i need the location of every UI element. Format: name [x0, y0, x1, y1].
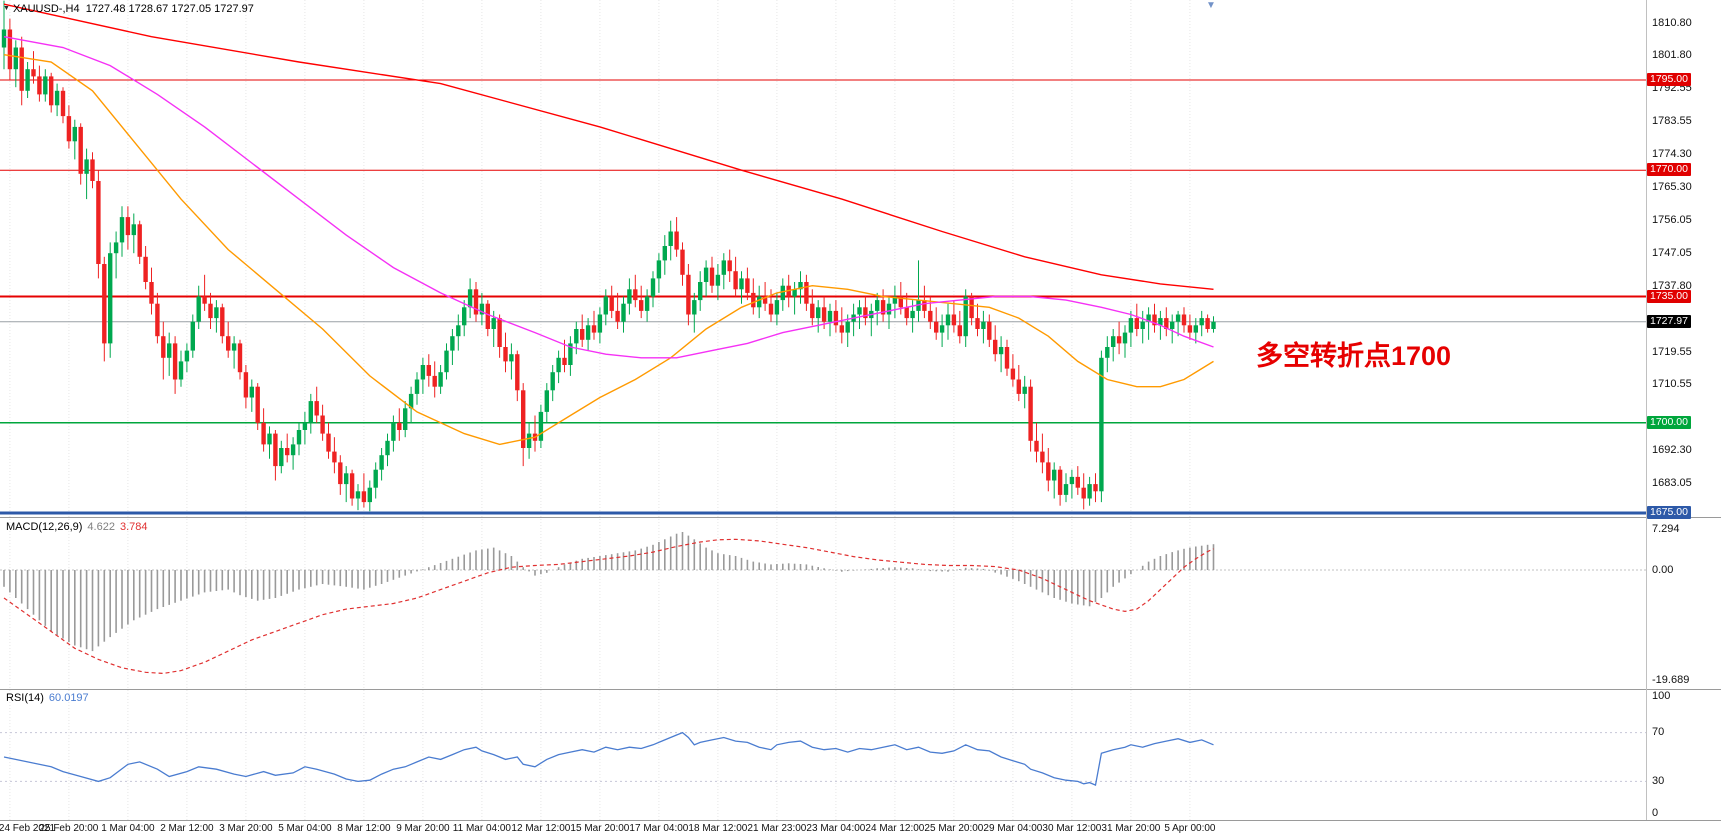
price-axis-label: 1737.80 [1652, 279, 1692, 292]
price-tag-1700.00: 1700.00 [1647, 415, 1691, 429]
macd-signal-value: 3.784 [119, 521, 148, 533]
time-axis-label: 18 Mar 12:00 [688, 823, 748, 834]
rsi-name: RSI(14) [6, 692, 44, 704]
candles-layer[interactable] [1, 0, 1216, 512]
time-axis-label: 8 Mar 12:00 [337, 823, 391, 834]
price-axis-label: 1747.05 [1652, 246, 1692, 259]
price-axis-label: 1710.55 [1652, 378, 1692, 391]
time-axis-label: 31 Mar 20:00 [1101, 823, 1161, 834]
macd-axis-label: 0.00 [1652, 563, 1674, 576]
macd-main-value: 4.622 [87, 521, 115, 533]
rsi-axis-label: 30 [1652, 774, 1665, 787]
price-axis-label: 1756.05 [1652, 214, 1692, 226]
symbol-marker-icon: ▼ [3, 5, 10, 12]
rsi-axis-label: 100 [1652, 690, 1671, 702]
macd-name: MACD(12,26,9) [6, 521, 83, 533]
text-annotation[interactable]: 多空转折点1700 [1256, 341, 1452, 371]
price-axis-label: 1774.30 [1652, 148, 1692, 161]
macd-signal-line[interactable] [3, 538, 1214, 675]
price-axis[interactable]: 1810.80 1801.80 1792.55 1783.55 1774.30 1765.… [1646, 0, 1721, 821]
time-axis-label: 11 Mar 04:00 [452, 823, 511, 834]
rsi-indicator-label: RSI(14) 60.0197 [6, 692, 94, 704]
time-axis-label: 17 Mar 04:00 [629, 823, 689, 834]
rsi-axis-label: 70 [1652, 726, 1665, 739]
price-axis-label: 1783.55 [1652, 114, 1692, 127]
rsi-line[interactable] [3, 731, 1214, 787]
time-axis-label: 15 Mar 20:00 [570, 823, 630, 834]
time-axis-label: 24 Feb 2021 [0, 823, 56, 834]
time-axis-label: 1 Mar 04:00 [101, 823, 155, 834]
price-tag-1735.00: 1735.00 [1647, 289, 1691, 303]
time-axis-label: 29 Mar 04:00 [983, 823, 1043, 834]
time-axis-label: 9 Mar 20:00 [396, 823, 450, 834]
price-axis-label: 1810.80 [1652, 16, 1692, 29]
time-axis[interactable]: 24 Feb 2021 25 Feb 20:00 1 Mar 04:00 2 Mar … [0, 822, 1721, 839]
time-axis-label: 5 Apr 00:00 [1164, 823, 1216, 834]
time-axis-label: 23 Mar 04:00 [806, 823, 866, 834]
price-tag-1770.00: 1770.00 [1647, 163, 1691, 177]
time-axis-label: 3 Mar 20:00 [219, 823, 273, 834]
price-axis-label: 1801.80 [1652, 49, 1692, 61]
time-axis-label: 12 Mar 12:00 [511, 823, 571, 834]
price-axis-label: 1765.30 [1652, 180, 1692, 193]
rsi-axis-label: 0 [1652, 807, 1659, 819]
ma-mid-magenta-line[interactable] [3, 36, 1214, 359]
ma-slow-red-line[interactable] [3, 3, 1214, 290]
time-axis-label: 24 Mar 12:00 [865, 823, 925, 834]
price-axis-label: 1683.05 [1652, 477, 1692, 490]
chart-shift-marker-icon[interactable]: ▼ [1206, 0, 1216, 11]
time-axis-label: 25 Mar 20:00 [924, 823, 984, 834]
macd-axis-label: -19.689 [1652, 673, 1690, 686]
time-axis-label: 21 Mar 23:00 [747, 823, 807, 834]
price-tag-1795.00: 1795.00 [1647, 73, 1691, 86]
time-axis-label: 30 Mar 12:00 [1042, 823, 1102, 834]
time-axis-label: 25 Feb 20:00 [39, 823, 99, 834]
macd-indicator-label: MACD(12,26,9) 4.622 3.784 [6, 521, 152, 533]
time-axis-label: 2 Mar 12:00 [160, 823, 214, 834]
quote-ohlc-values: 1727.48 1728.67 1727.05 1727.97 [85, 3, 254, 15]
symbol-period-label: XAUUSD-,H4 [12, 3, 80, 15]
macd-axis-label: 7.294 [1652, 522, 1680, 535]
price-axis-label: 1719.55 [1652, 345, 1692, 358]
price-tag-1727.97: 1727.97 [1647, 314, 1691, 328]
time-axis-label: 5 Mar 04:00 [278, 823, 332, 834]
price-tag-1675.00: 1675.00 [1647, 506, 1691, 519]
symbol-ohlc-header: ▼ XAUUSD-,H4 1727.48 1728.67 1727.05 1727… [3, 3, 254, 15]
price-axis-label: 1692.30 [1652, 444, 1692, 456]
ma-fast-orange-line[interactable] [3, 54, 1214, 446]
rsi-value: 60.0197 [48, 692, 89, 704]
macd-histogram[interactable] [3, 532, 1215, 652]
